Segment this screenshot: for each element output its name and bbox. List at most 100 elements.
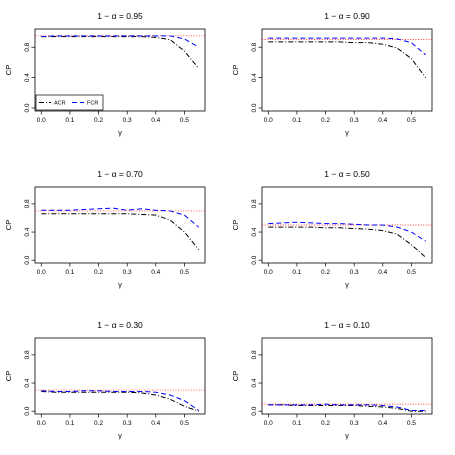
panel-title: 1 − α = 0.50 — [324, 169, 370, 179]
panel-6: 1 − α = 0.10 0.0 0.1 0.2 0.3 0.4 0.5 0.0 0.4 0.8 γ… — [231, 320, 433, 440]
y-tick-label: 0.0 — [251, 255, 258, 264]
x-tick-label: 0.5 — [407, 420, 416, 427]
legend: ACR FCR — [35, 94, 104, 111]
x-tick-label: 0.3 — [123, 269, 132, 276]
x-tick-label: 0.2 — [321, 420, 330, 427]
panel-4: 1 − α = 0.50 0.0 0.1 0.2 0.3 0.4 0.5 0.0 0.4 0.8 γ… — [231, 169, 433, 289]
x-tick-label: 0.2 — [321, 117, 330, 124]
series-line-acr — [41, 213, 200, 250]
x-axis-label: γ — [118, 431, 122, 440]
x-tick-label: 0.1 — [292, 420, 301, 427]
x-tick-label: 0.1 — [65, 420, 74, 427]
x-tick-label: 0.1 — [65, 269, 74, 276]
x-tick-label: 0.4 — [378, 269, 387, 276]
x-tick-label: 0.2 — [94, 420, 103, 427]
plot-frame — [34, 28, 206, 112]
x-tick-label: 0.2 — [321, 269, 330, 276]
plot-frame — [34, 337, 206, 415]
panel-title: 1 − α = 0.95 — [97, 11, 143, 21]
series-line-fcr — [268, 403, 426, 411]
legend-box — [35, 94, 104, 111]
y-tick-label: 0.8 — [251, 42, 258, 51]
series-line-acr — [41, 36, 200, 69]
panel-title: 1 − α = 0.30 — [97, 320, 143, 330]
y-axis-label: CP — [4, 371, 13, 381]
x-tick-label: 0.4 — [378, 420, 387, 427]
legend-label-acr: ACR — [54, 101, 66, 107]
x-tick-label: 0.5 — [407, 117, 416, 124]
x-tick-label: 0.3 — [350, 269, 359, 276]
series-line-fcr — [41, 35, 199, 48]
y-tick-label: 0.8 — [24, 42, 31, 51]
x-axis-label: γ — [118, 128, 122, 137]
x-tick-label: 0.3 — [350, 420, 359, 427]
x-tick-label: 0.5 — [180, 269, 189, 276]
y-tick-label: 0.4 — [251, 73, 258, 82]
series-line-acr — [268, 226, 427, 258]
x-tick-label: 0.4 — [378, 117, 387, 124]
x-tick-label: 0.0 — [37, 420, 46, 427]
legend-label-fcr: FCR — [87, 101, 98, 107]
x-tick-label: 0.0 — [37, 117, 46, 124]
y-axis-label: CP — [231, 220, 240, 230]
y-tick-label: 0.4 — [251, 227, 258, 236]
x-tick-label: 0.2 — [94, 117, 103, 124]
y-tick-label: 0.0 — [24, 406, 31, 415]
panel-title: 1 − α = 0.10 — [324, 320, 370, 330]
x-tick-label: 0.3 — [350, 117, 359, 124]
panel-3: 1 − α = 0.70 0.0 0.1 0.2 0.3 0.4 0.5 0.0 0.4 0.8 γ… — [4, 169, 206, 289]
series-line-fcr — [41, 390, 199, 411]
y-axis-label: CP — [231, 371, 240, 381]
x-axis-label: γ — [345, 128, 349, 137]
y-tick-label: 0.4 — [24, 378, 31, 387]
x-tick-label: 0.4 — [151, 269, 160, 276]
y-axis-label: CP — [4, 65, 13, 75]
series-line-fcr — [268, 221, 426, 242]
x-axis-label: γ — [345, 431, 349, 440]
plot-frame — [261, 28, 433, 112]
plot-frame — [261, 186, 433, 264]
y-tick-label: 0.8 — [24, 199, 31, 208]
x-axis-label: γ — [118, 280, 122, 289]
x-tick-label: 0.2 — [94, 269, 103, 276]
panel-title: 1 − α = 0.90 — [324, 11, 370, 21]
panel-title: 1 − α = 0.70 — [97, 169, 143, 179]
y-tick-label: 0.4 — [24, 73, 31, 82]
x-tick-label: 0.3 — [123, 117, 132, 124]
y-axis-label: CP — [231, 65, 240, 75]
x-tick-label: 0.4 — [151, 420, 160, 427]
series-line-fcr — [41, 207, 200, 228]
plot-frame — [261, 337, 433, 415]
y-tick-label: 0.0 — [24, 103, 31, 112]
x-axis-label: γ — [345, 280, 349, 289]
x-tick-label: 0.5 — [180, 420, 189, 427]
panel-2: 1 − α = 0.90 0.0 0.1 0.2 0.3 0.4 0.5 0.0 0.4 0.8 γ… — [231, 11, 433, 137]
x-tick-label: 0.1 — [292, 269, 301, 276]
series-line-acr — [268, 404, 426, 412]
y-tick-label: 0.4 — [251, 378, 258, 387]
y-axis-label: CP — [4, 220, 13, 230]
x-tick-label: 0.0 — [264, 420, 273, 427]
panel-1: 1 − α = 0.95 0.0 0.1 0.2 0.3 0.4 0.5 0.0 0.4 0.8 γ… — [4, 11, 206, 137]
y-tick-label: 0.8 — [251, 350, 258, 359]
x-tick-label: 0.4 — [151, 117, 160, 124]
y-tick-label: 0.0 — [251, 406, 258, 415]
y-tick-label: 0.8 — [24, 350, 31, 359]
plot-frame — [34, 186, 206, 264]
y-tick-label: 0.0 — [251, 103, 258, 112]
y-tick-label: 0.0 — [24, 255, 31, 264]
x-tick-label: 0.5 — [180, 117, 189, 124]
x-tick-label: 0.0 — [264, 117, 273, 124]
y-tick-label: 0.4 — [24, 227, 31, 236]
series-line-acr — [41, 390, 199, 412]
x-tick-label: 0.3 — [123, 420, 132, 427]
y-tick-label: 0.8 — [251, 199, 258, 208]
x-tick-label: 0.0 — [37, 269, 46, 276]
x-tick-label: 0.1 — [65, 117, 74, 124]
x-tick-label: 0.5 — [407, 269, 416, 276]
series-line-fcr — [268, 37, 427, 56]
x-tick-label: 0.1 — [292, 117, 301, 124]
panel-5: 1 − α = 0.30 0.0 0.1 0.2 0.3 0.4 0.5 0.0 0.4 0.8 γ… — [4, 320, 206, 440]
x-tick-label: 0.0 — [264, 269, 273, 276]
